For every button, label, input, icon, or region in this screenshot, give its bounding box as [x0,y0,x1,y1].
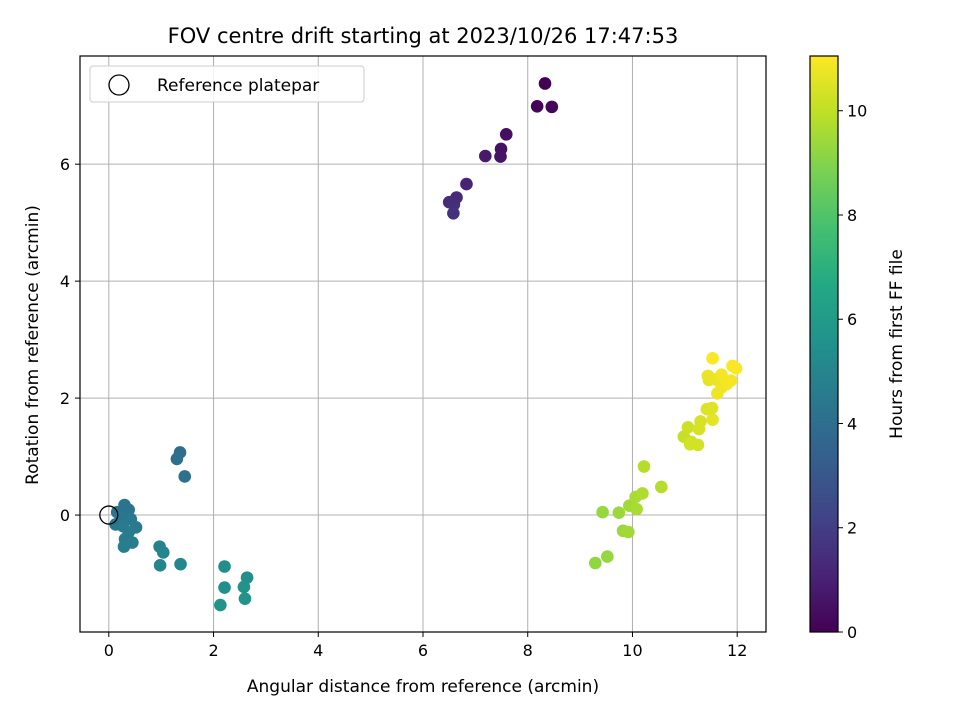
legend-box [89,65,365,103]
colorbar-tick-label: 6 [847,310,857,329]
chart-title: FOV centre drift starting at 2023/10/26 … [168,24,679,48]
data-point [494,150,507,163]
data-point [538,77,552,90]
data-point [530,99,544,113]
colorbar-label: Hours from first FF file [887,249,907,439]
colorbar-tick-label: 10 [847,102,867,121]
data-point [479,149,492,163]
data-point [724,374,738,387]
data-point [117,540,131,553]
x-tick-label: 8 [523,641,533,660]
data-point [499,128,513,141]
legend-marker-open-circle [108,74,130,96]
data-point [601,550,614,563]
data-point [174,557,187,571]
data-point [218,581,231,594]
data-point [612,506,626,520]
data-point [692,422,706,436]
x-tick-label: 12 [727,641,747,660]
x-tick-label: 6 [418,641,428,660]
x-axis-ticks: 0 2 4 6 8 10 12 [104,632,747,660]
data-point [596,505,609,519]
y-gridlines [80,163,766,516]
data-point [153,559,167,572]
x-tick-label: 10 [622,641,642,660]
x-tick-label: 0 [104,641,114,660]
data-point [214,598,227,612]
x-tick-label: 4 [313,641,323,660]
reference-platepar-marker [99,505,119,525]
colorbar-tick-label: 4 [847,414,857,433]
data-point [706,352,719,365]
x-tick-label: 2 [208,641,218,660]
data-point [630,502,643,516]
colorbar-frame [809,55,839,633]
y-tick-label: 0 [60,506,70,525]
data-point [705,401,719,415]
data-point [545,100,559,114]
data-point [706,413,719,427]
data-point [621,525,635,539]
colorbar-gradient [810,56,838,632]
y-tick-label: 4 [60,272,70,291]
data-point [715,368,728,382]
y-axis-label: Rotation from reference (arcmin) [23,205,43,485]
data-point [238,592,252,605]
colorbar-ticks: 0 2 4 6 8 10 [838,102,867,642]
data-point [636,487,649,500]
y-tick-label: 2 [60,389,70,408]
data-point [156,546,170,559]
data-point [170,452,184,466]
colorbar-tick-label: 8 [847,206,857,225]
data-point [237,580,251,594]
plot-area: 0 2 4 6 8 10 12 0 2 4 6 [60,55,767,660]
data-point [729,361,743,375]
data-point [218,560,231,573]
data-point [681,421,695,434]
data-point [691,438,705,452]
data-point [447,207,460,220]
colorbar: 0 2 4 6 8 10 Hours from first FF file [809,55,907,642]
data-point [588,556,602,570]
y-tick-label: 6 [60,155,70,174]
data-point [654,480,668,494]
legend-entry-reference: Reference platepar [157,76,319,96]
data-point [637,460,651,473]
data-point [460,177,473,191]
colorbar-tick-label: 0 [847,623,857,642]
data-point [178,470,192,483]
legend: Reference platepar [89,65,365,103]
data-points [109,77,743,612]
x-axis-label: Angular distance from reference (arcmin) [247,677,599,697]
colorbar-tick-label: 2 [847,519,857,538]
y-axis-ticks: 0 2 4 6 [60,155,80,525]
